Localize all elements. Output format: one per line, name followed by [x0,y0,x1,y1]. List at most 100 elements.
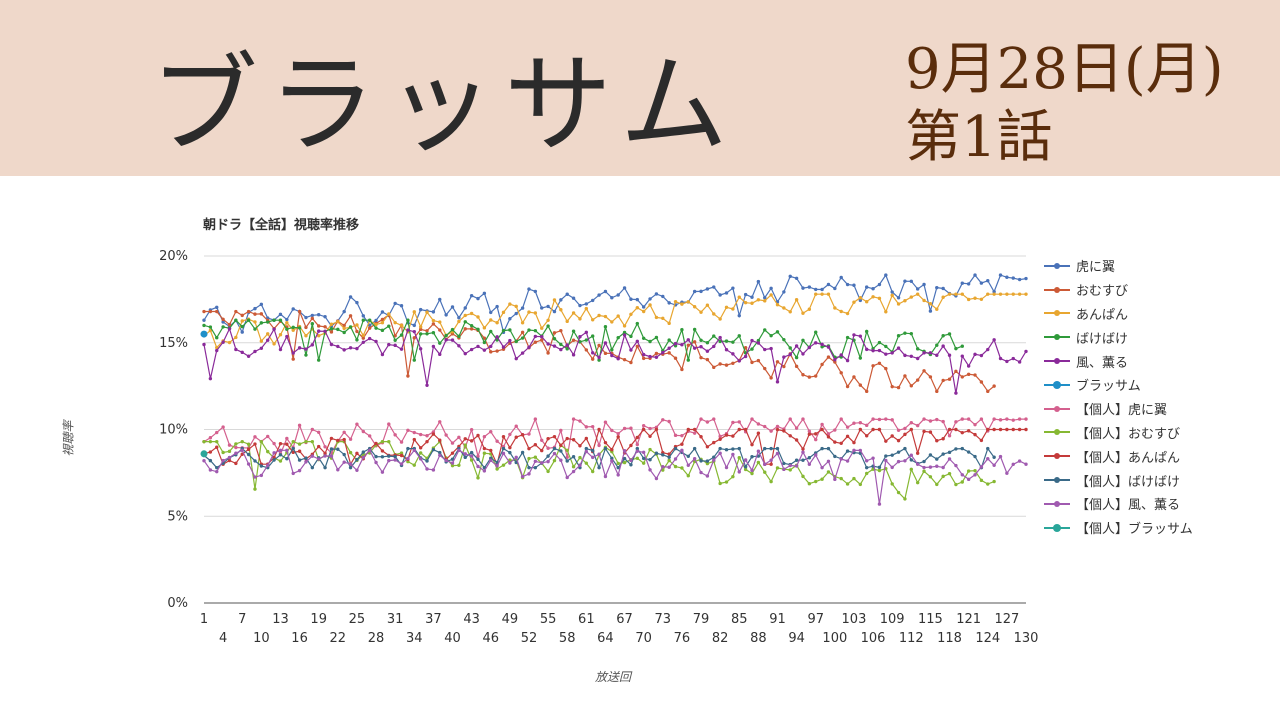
data-point [221,340,225,344]
data-point [705,474,710,478]
data-point [648,468,652,472]
data-point [941,295,945,299]
data-point [737,420,741,424]
data-point [520,474,525,479]
data-point [240,448,244,453]
series-line [203,449,1027,505]
legend-swatch [1044,451,1070,461]
data-point [629,458,633,463]
data-point [323,465,327,470]
data-point [801,474,805,479]
data-point [565,319,569,324]
legend-item[interactable]: おむすび [1044,278,1274,302]
x-tick-label: 118 [937,631,962,646]
legend-swatch [1044,523,1070,533]
data-point [552,458,557,463]
data-point [986,482,990,486]
data-point [246,442,251,446]
data-point [342,326,346,331]
legend-item[interactable]: ブラッサム [1044,373,1274,397]
legend-label: ばけばけ [1076,331,1129,347]
data-point [826,432,831,436]
data-point [909,331,914,336]
legend-item[interactable]: 【個人】ばけばけ [1044,468,1274,492]
data-point [692,289,697,294]
data-point [763,446,767,451]
data-point [794,458,799,462]
legend-item[interactable]: 【個人】風、薫る [1044,492,1274,516]
data-point [278,448,283,453]
data-point [858,482,863,487]
data-point [533,328,538,333]
data-point [469,454,474,458]
data-point [540,306,544,310]
x-tick-label: 22 [330,631,347,646]
data-point [705,420,710,424]
data-point [775,360,780,364]
data-point [227,455,232,460]
data-point [775,380,780,384]
data-point [794,438,799,442]
data-point [903,353,907,358]
data-point [820,287,824,292]
data-point [221,450,225,455]
data-point [622,456,627,461]
data-point [227,322,232,327]
legend-item[interactable]: 【個人】ブラッサム [1044,516,1274,540]
data-point [533,340,538,344]
data-point [998,418,1003,422]
legend-item[interactable]: 風、薫る [1044,349,1274,373]
data-point [756,338,761,343]
data-point [501,345,506,349]
data-point [782,467,786,472]
data-point [641,450,646,455]
legend-item[interactable]: ばけばけ [1044,325,1274,349]
data-point [546,446,550,450]
data-point [852,375,856,379]
data-point [559,308,563,312]
data-point [316,358,321,362]
data-point [450,463,455,468]
data-point [246,354,251,358]
legend-item[interactable]: あんぱん [1044,302,1274,326]
data-point [272,455,276,460]
data-point [380,470,385,474]
data-point [200,330,208,338]
data-point [425,434,429,438]
data-point [947,434,952,438]
legend-swatch [1044,427,1070,437]
data-point [597,465,601,470]
data-point [578,335,582,339]
data-point [1017,417,1022,421]
data-point [705,349,710,353]
data-point [763,328,767,332]
data-point [692,346,697,350]
legend-label: 【個人】ばけばけ [1076,474,1181,490]
legend-item[interactable]: 【個人】虎に翼 [1044,397,1274,421]
legend-item[interactable]: 虎に翼 [1044,254,1274,278]
data-point [998,273,1003,277]
data-point [495,464,499,468]
data-point [476,327,480,332]
data-point [667,419,671,424]
data-point [763,470,767,474]
data-point [654,451,659,455]
data-point [329,342,334,347]
data-point [234,442,238,446]
data-point [246,447,251,452]
data-point [495,320,499,325]
data-point [928,475,933,479]
data-point [584,302,589,306]
data-point [807,482,812,486]
data-point [941,452,945,456]
data-point [559,443,563,448]
data-point [928,465,933,469]
data-point [489,318,493,322]
legend-item[interactable]: 【個人】あんぱん [1044,444,1274,468]
data-point [387,439,391,444]
data-point [724,339,729,343]
data-point [648,297,652,301]
legend-item[interactable]: 【個人】おむすび [1044,421,1274,445]
data-point [367,326,372,330]
data-point [750,338,754,343]
